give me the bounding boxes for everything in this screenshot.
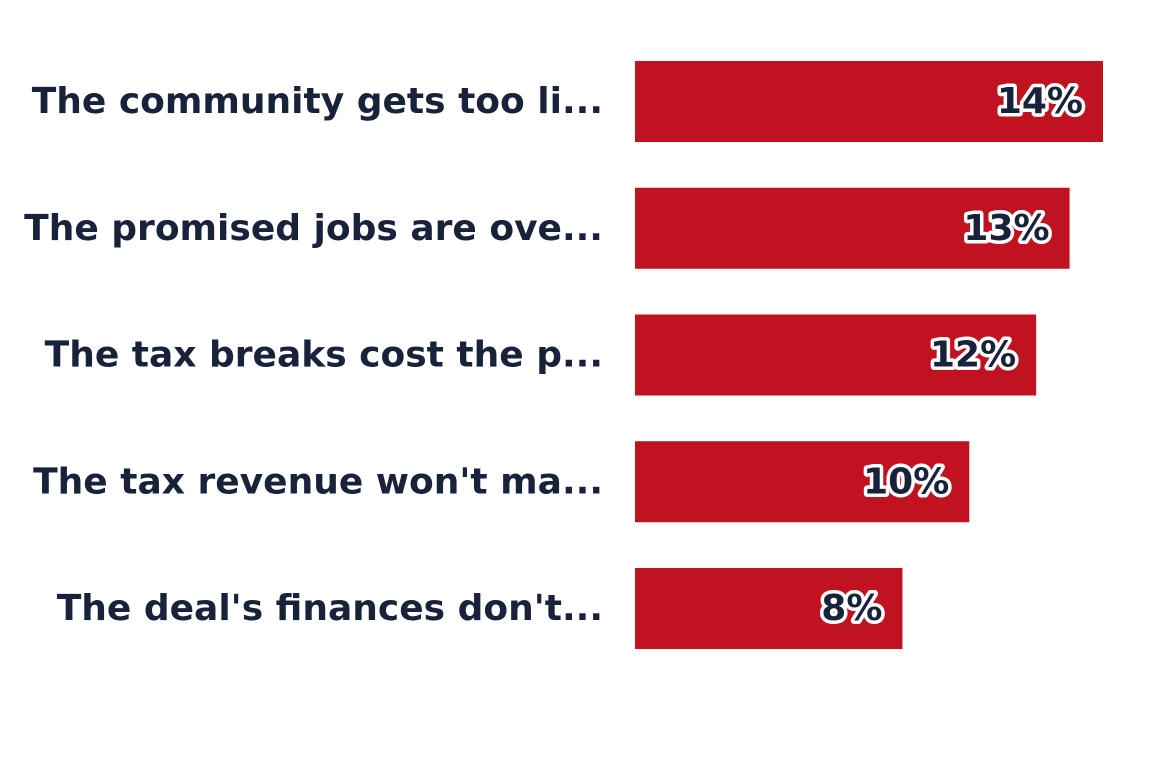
value-label: 10% <box>863 461 949 502</box>
category-label: The tax revenue won't ma... <box>33 461 603 502</box>
bar <box>635 441 970 523</box>
value-label: 8% <box>821 588 882 629</box>
category-label: The tax breaks cost the p... <box>45 335 603 376</box>
bar <box>635 568 903 649</box>
value-labels-group: 14% 13% 12% 10% 8% <box>818 78 1087 633</box>
value-label: 13% <box>963 208 1049 249</box>
category-label: The community gets too li... <box>32 81 603 122</box>
bars-group <box>635 61 1103 649</box>
category-label: The deal's finances don't... <box>57 588 603 629</box>
bar <box>635 187 1070 269</box>
value-label: 14% <box>997 81 1083 122</box>
bar <box>635 314 1037 396</box>
value-label: 12% <box>930 335 1016 376</box>
category-labels-group: The community gets too li... The promised… <box>24 81 603 629</box>
bar <box>635 61 1103 142</box>
category-label: The promised jobs are ove... <box>24 208 603 249</box>
